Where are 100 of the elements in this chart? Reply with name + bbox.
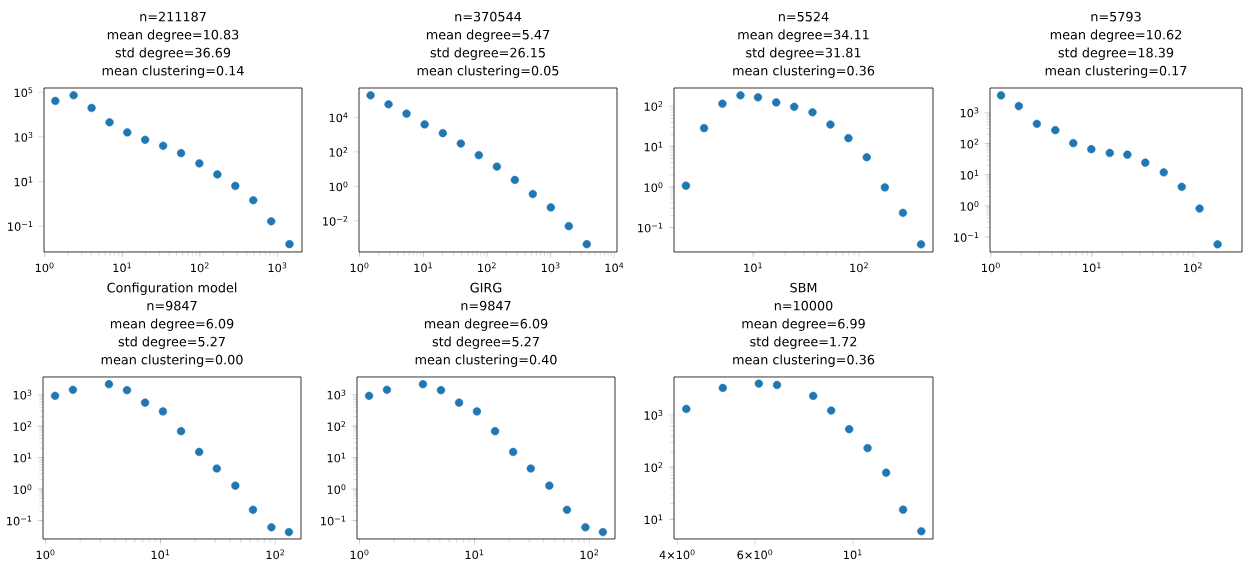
point [436,386,446,395]
point [490,427,500,436]
point [753,93,763,102]
point [69,91,78,100]
text: mean degree=5.47 [426,29,550,43]
x-tick-label: 4×10$^{0}$ [659,549,695,560]
y-tick-label: 10$^{0}$ [960,201,979,211]
point [790,102,799,112]
x-tick-label: 10$^{2}$ [191,262,209,273]
point [267,217,276,226]
x-tick-label: 10$^{2}$ [478,262,496,273]
y-tick-label: 10$^{2}$ [13,421,32,432]
point [564,222,573,231]
x-tick-label: 10$^{0}$ [350,549,369,560]
y-tick-label: 10$^{3}$ [327,389,346,400]
point [176,149,186,158]
point [195,159,204,168]
point [1069,139,1078,148]
y-tick-label: 10$^{−1}$ [638,222,663,233]
y-tick-label: 10$^{0}$ [329,181,348,192]
point [366,91,375,100]
point [562,505,572,515]
point [898,208,908,218]
y-tick-label: 10$^{5}$ [14,87,33,98]
x-tick-label: 10$^{3}$ [541,262,560,273]
text: mean degree=10.62 [1050,29,1181,43]
point [1014,102,1023,111]
text: std degree=36.69 [115,47,231,61]
point [1159,168,1168,177]
point [454,398,464,407]
y-tick-label: 10$^{−1}$ [8,221,33,232]
text: mean clustering=0.36 [733,65,875,79]
point [546,203,555,212]
point [231,481,240,491]
y-tick-label: 10$^{3}$ [644,410,663,420]
x-tick-label: 10$^{3}$ [268,262,287,273]
text: mean degree=6.09 [110,318,234,332]
point [141,135,150,145]
y-tick-label: 10$^{2}$ [960,138,979,149]
point [123,128,132,137]
x-tick-label: 10$^{1}$ [744,262,762,273]
chart-title: Configuration model [107,282,237,296]
point [826,120,835,129]
chart-title: SBM [790,282,817,293]
y-tick-label: 10$^{2}$ [329,147,348,157]
text: n=9847 [461,300,511,311]
point [526,464,535,473]
point [456,139,465,148]
point [284,528,294,537]
point [104,380,114,389]
x-tick-label: 10$^{1}$ [113,262,131,273]
x-tick-label: 10$^{2}$ [1184,262,1202,273]
text: mean degree=10.83 [107,29,239,43]
point [105,118,114,127]
y-tick-label: 10$^{0}$ [13,484,32,495]
point [158,407,168,416]
text: std degree=31.81 [746,47,861,61]
text: n=9847 [147,300,197,311]
x-tick-label: 10$^{2}$ [580,549,599,560]
text: n=5524 [778,11,829,22]
point [681,181,691,191]
point [213,170,222,179]
point [1105,148,1114,158]
point [699,124,709,133]
y-tick-label: 10$^{4}$ [329,112,348,123]
text: mean degree=6.09 [424,318,548,332]
point [87,104,96,113]
x-tick-label: 10$^{1}$ [465,549,484,560]
text: mean clustering=0.17 [1045,65,1187,79]
text: mean clustering=0.05 [417,65,559,79]
text: std degree=1.72 [750,336,857,350]
point [195,447,204,457]
point [212,464,221,473]
text: std degree=5.27 [118,336,225,350]
y-tick-label: 10$^{3}$ [14,132,33,142]
text: std degree=5.27 [432,336,539,350]
point [384,100,393,109]
point [772,98,781,107]
point [1032,119,1041,129]
text: mean clustering=0.40 [415,354,557,368]
point [528,190,537,199]
y-tick-label: 10$^{2}$ [327,421,346,432]
point [916,240,926,249]
point [474,151,483,160]
y-tick-label: 10$^{−1}$ [7,515,32,526]
point [862,153,871,162]
text: n=10000 [774,300,833,311]
point [420,120,429,129]
point [1051,126,1060,135]
point [581,523,590,532]
point [231,181,240,191]
point [285,240,294,249]
y-tick-label: 10$^{2}$ [644,101,663,112]
x-tick-label: 10$^{4}$ [605,262,624,273]
x-tick-label: 10$^{1}$ [151,549,170,560]
y-tick-label: 10$^{1}$ [13,452,32,463]
point [402,109,411,119]
y-tick-label: 10$^{3}$ [13,389,32,400]
chart-title: GIRG [470,282,502,293]
text: std degree=18.39 [1058,47,1174,61]
